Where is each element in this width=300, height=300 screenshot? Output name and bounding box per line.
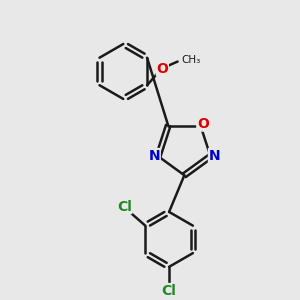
Text: Cl: Cl bbox=[162, 284, 176, 298]
Text: N: N bbox=[208, 148, 220, 163]
Text: O: O bbox=[197, 117, 209, 131]
Text: O: O bbox=[156, 62, 168, 76]
Text: N: N bbox=[148, 148, 160, 163]
Text: Cl: Cl bbox=[117, 200, 132, 214]
Text: CH₃: CH₃ bbox=[182, 55, 201, 64]
